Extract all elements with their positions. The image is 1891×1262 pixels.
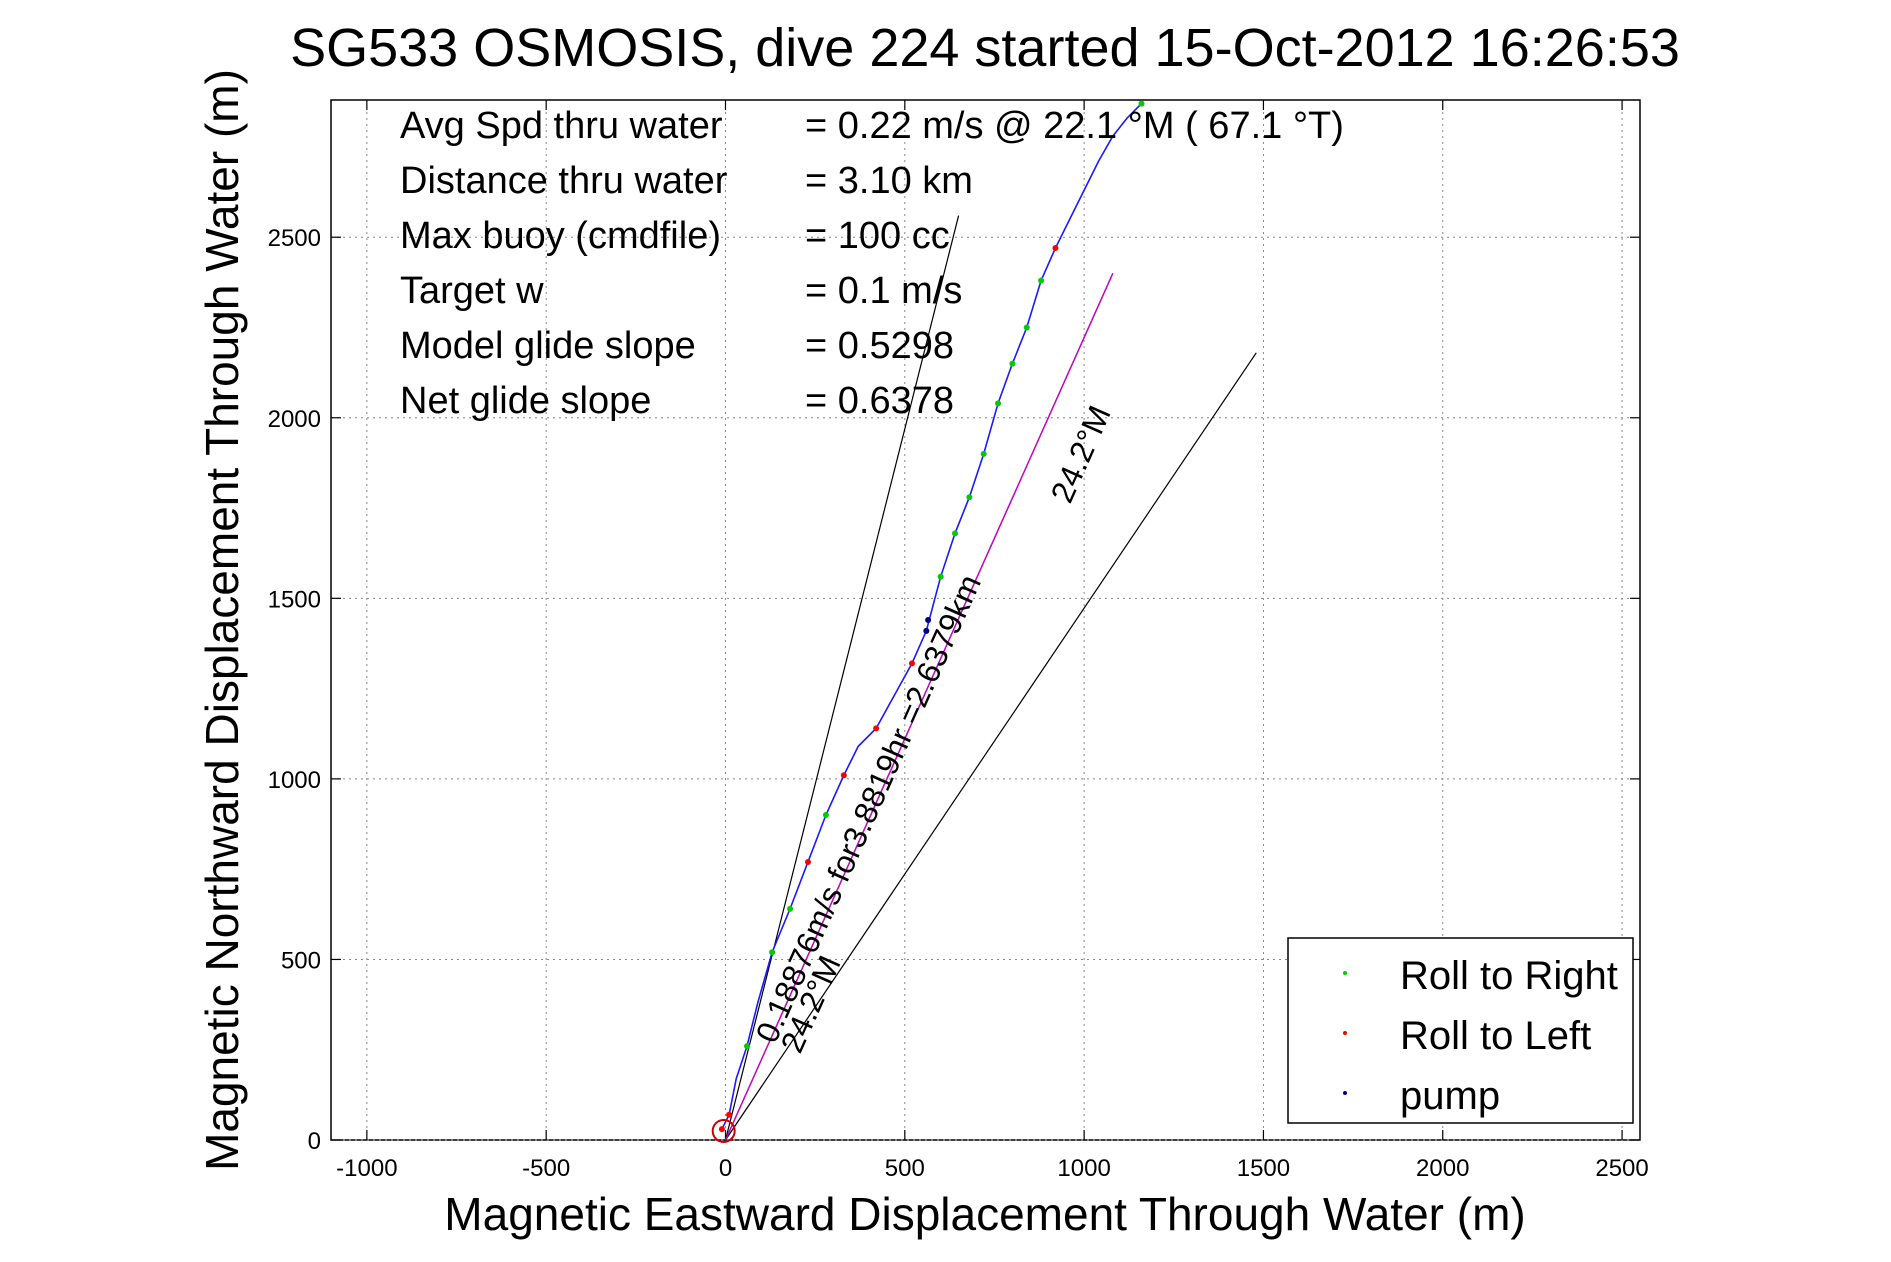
y-tick-label: 1000 xyxy=(268,767,321,794)
x-tick-label: 500 xyxy=(885,1155,925,1182)
stat-value-net-glide: = 0.6378 xyxy=(805,380,954,422)
heading-lines xyxy=(724,215,1257,1141)
start-marker xyxy=(711,1118,736,1143)
legend-label-roll-left: Roll to Left xyxy=(1400,1014,1591,1058)
stat-label-distance: Distance thru water xyxy=(400,160,728,202)
legend-label-roll-right: Roll to Right xyxy=(1400,954,1618,998)
stat-value-distance: = 3.10 km xyxy=(805,160,973,202)
pump-marker xyxy=(923,627,930,634)
legend-swatch-pump xyxy=(1343,1091,1347,1095)
x-tick-label: 2000 xyxy=(1416,1155,1469,1182)
stat-value-model-glide: = 0.5298 xyxy=(805,325,954,367)
roll-to-right-marker xyxy=(1023,324,1030,331)
stat-label-net-glide: Net glide slope xyxy=(400,380,651,422)
y-tick-label: 2500 xyxy=(268,225,321,252)
heading-line xyxy=(724,215,960,1141)
marker-layer xyxy=(718,100,1145,1133)
stat-value-max-buoy: = 100 cc xyxy=(805,215,950,257)
roll-to-right-marker xyxy=(937,573,944,580)
roll-to-right-marker xyxy=(1038,277,1045,284)
grid-lines xyxy=(331,100,1640,1141)
y-tick-label: 0 xyxy=(308,1128,321,1155)
y-axis-label: Magnetic Northward Displacement Through … xyxy=(196,69,248,1171)
y-tick-label: 2000 xyxy=(268,406,321,433)
stats-block: Avg Spd thru water = 0.22 m/s @ 22.1 °M … xyxy=(400,105,1344,422)
stat-label-max-buoy: Max buoy (cmdfile) xyxy=(400,215,721,257)
track-layer xyxy=(711,103,1143,1143)
x-axis-label: Magnetic Eastward Displacement Through W… xyxy=(444,1188,1525,1240)
roll-to-left-marker xyxy=(804,858,811,865)
stat-label-target-w: Target w xyxy=(400,270,544,312)
x-tick-label: -1000 xyxy=(336,1155,397,1182)
heading-line xyxy=(724,352,1257,1141)
roll-to-left-marker xyxy=(873,725,880,732)
roll-to-right-marker xyxy=(995,400,1002,407)
legend-swatch-roll-left xyxy=(1343,1031,1347,1035)
x-tick-label: 0 xyxy=(719,1155,732,1182)
roll-to-right-marker xyxy=(980,450,987,457)
roll-to-right-marker xyxy=(1009,360,1016,367)
roll-to-left-marker xyxy=(718,1126,725,1133)
stat-value-target-w: = 0.1 m/s xyxy=(805,270,962,312)
roll-to-right-marker xyxy=(769,949,776,956)
roll-to-right-marker xyxy=(966,494,973,501)
roll-to-left-marker xyxy=(840,772,847,779)
roll-to-right-marker xyxy=(822,812,829,818)
roll-to-right-marker xyxy=(1138,100,1145,107)
roll-to-left-marker xyxy=(726,1111,733,1118)
roll-to-left-marker xyxy=(1052,245,1059,252)
roll-to-right-marker xyxy=(952,530,959,537)
x-tick-label: 1000 xyxy=(1057,1155,1110,1182)
x-tick-label: 2500 xyxy=(1595,1155,1648,1182)
roll-to-right-marker xyxy=(787,905,794,912)
legend-swatch-roll-right xyxy=(1343,971,1347,975)
x-tick-label: 1500 xyxy=(1237,1155,1290,1182)
roll-to-left-marker xyxy=(908,660,915,667)
stat-label-model-glide: Model glide slope xyxy=(400,325,696,367)
axis-ticks: -1000 -500 0 500 1000 1500 2000 2500 0 500 1000 150… xyxy=(268,100,1649,1182)
current-line xyxy=(724,273,1114,1141)
track-line xyxy=(721,103,1143,1130)
pump-marker xyxy=(925,617,932,623)
stat-label-avg-speed: Avg Spd thru water xyxy=(400,105,723,147)
legend: Roll to Right Roll to Left pump xyxy=(1287,937,1634,1124)
stat-value-avg-speed: = 0.22 m/s @ 22.1 °M ( 67.1 °T) xyxy=(805,105,1344,147)
y-tick-label: 500 xyxy=(281,947,321,974)
y-tick-label: 1500 xyxy=(268,586,321,613)
roll-to-right-marker xyxy=(744,1043,751,1050)
x-tick-label: -500 xyxy=(522,1155,570,1182)
chart-title: SG533 OSMOSIS, dive 224 started 15-Oct-2… xyxy=(290,18,1680,78)
legend-label-pump: pump xyxy=(1400,1074,1500,1118)
